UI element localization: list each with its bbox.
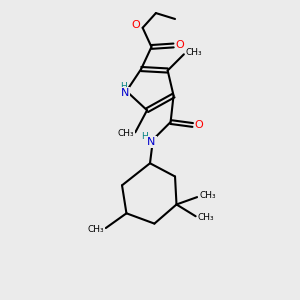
Text: N: N [121, 88, 129, 98]
Text: CH₃: CH₃ [117, 129, 134, 138]
Text: O: O [176, 40, 184, 50]
Text: H: H [120, 82, 127, 91]
Text: O: O [195, 120, 203, 130]
Text: CH₃: CH₃ [198, 213, 214, 222]
Text: N: N [147, 137, 156, 147]
Text: CH₃: CH₃ [199, 191, 216, 200]
Text: CH₃: CH₃ [87, 225, 104, 234]
Text: H: H [141, 132, 148, 141]
Text: CH₃: CH₃ [185, 48, 202, 57]
Text: O: O [132, 20, 140, 30]
